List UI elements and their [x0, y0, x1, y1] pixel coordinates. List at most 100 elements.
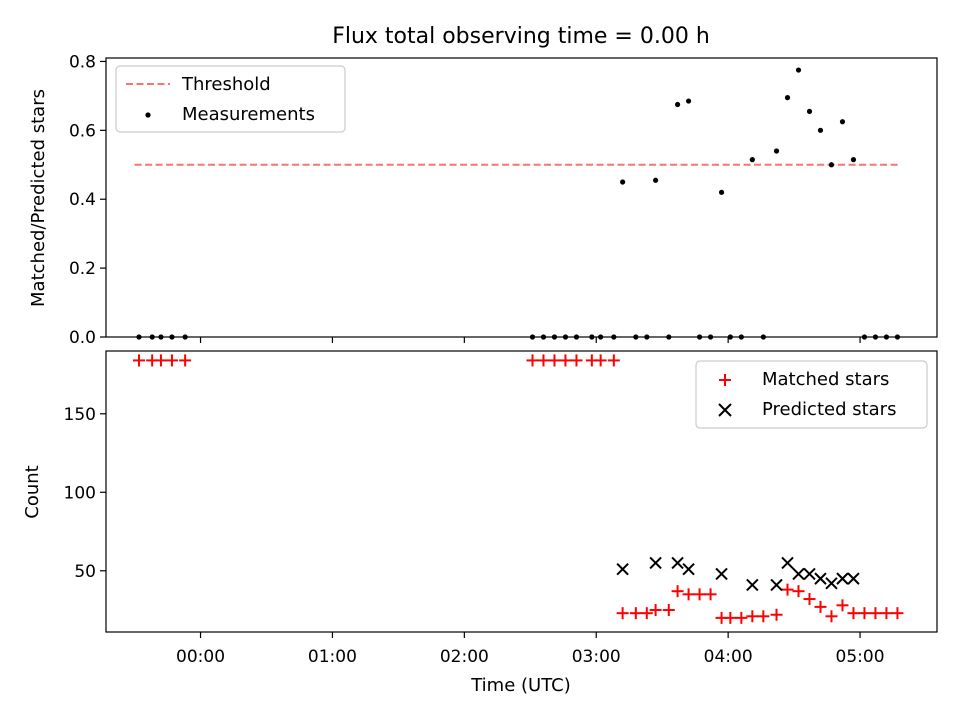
matched-star-point: [671, 585, 684, 598]
predicted-star-point: [671, 556, 684, 570]
x-tick-label: 03:00: [572, 647, 621, 667]
matched-star-point: [640, 607, 653, 620]
measurement-point: [573, 334, 580, 340]
measurement-point: [727, 334, 733, 340]
measurement-point: [136, 334, 142, 340]
matched-star-point: [757, 610, 770, 623]
matched-star-point: [847, 607, 860, 620]
top-y-axis-label: Matched/Predicted stars: [28, 89, 49, 307]
measurement-point: [795, 67, 802, 73]
matched-star-point: [735, 611, 748, 624]
predicted-stars-layer: [616, 556, 860, 592]
measurement-point: [894, 334, 901, 340]
matched-star-point: [662, 604, 675, 617]
matched-star-point: [179, 354, 192, 367]
top-y-tick-label: 0.2: [69, 259, 96, 279]
bottom-y-tick-label: 100: [64, 483, 96, 503]
measurement-point: [653, 177, 659, 183]
matched-star-point: [693, 588, 706, 601]
measurement-point: [158, 334, 164, 340]
measurement-point: [760, 334, 766, 340]
measurement-point: [696, 334, 703, 340]
measurement-point: [540, 334, 547, 340]
top-y-tick-label: 0.0: [69, 328, 96, 348]
chart-title: Flux total observing time = 0.00 h: [332, 24, 710, 49]
bottom-x-ticks: 00:00 01:00 02:00 03:00 04:00 05:00: [176, 632, 885, 667]
legend-predicted-swatch: [718, 403, 732, 417]
predicted-star-point: [847, 572, 860, 585]
measurement-point: [839, 119, 846, 125]
measurement-point: [611, 334, 617, 340]
matched-star-point: [792, 585, 805, 598]
bottom-y-tick-label: 150: [64, 405, 96, 425]
matched-star-point: [869, 607, 882, 620]
measurement-point: [149, 334, 155, 340]
x-tick-label: 04:00: [704, 647, 753, 667]
top-y-tick-label: 0.4: [69, 190, 96, 210]
matched-star-point: [746, 610, 759, 623]
bottom-legend: Matched stars Predicted stars: [695, 360, 928, 429]
matched-star-point: [559, 354, 572, 367]
predicted-star-point: [649, 556, 662, 570]
matched-star-point: [704, 588, 717, 601]
matched-star-point: [616, 607, 629, 620]
legend-threshold-label: Threshold: [181, 74, 271, 95]
matched-star-point: [880, 607, 893, 620]
bottom-y-ticks: 50 100 150: [64, 405, 106, 582]
measurement-point: [784, 95, 791, 101]
matched-star-point: [770, 608, 783, 621]
matched-star-point: [781, 583, 794, 596]
legend-matched-swatch: [719, 374, 731, 386]
matched-star-point: [537, 354, 550, 367]
predicted-star-point: [814, 572, 827, 585]
predicted-star-point: [746, 578, 759, 592]
measurement-point: [738, 334, 744, 340]
bottom-y-tick-label: 50: [74, 562, 96, 582]
measurement-point: [620, 179, 626, 185]
measurement-point: [850, 157, 857, 163]
legend-measurements-label: Measurements: [182, 104, 315, 125]
legend-matched-label: Matched stars: [762, 369, 889, 390]
measurement-point: [817, 127, 824, 133]
matched-star-point: [649, 604, 662, 617]
predicted-star-point: [682, 562, 695, 576]
measurement-point: [749, 157, 755, 163]
matched-star-point: [814, 600, 827, 613]
measurement-point: [182, 334, 188, 340]
matched-star-point: [825, 610, 838, 623]
matched-star-point: [132, 354, 145, 367]
matched-star-point: [548, 354, 561, 367]
predicted-star-point: [803, 567, 816, 581]
measurement-point: [674, 101, 681, 108]
x-tick-label: 01:00: [308, 647, 357, 667]
matched-star-point: [629, 607, 642, 620]
measurement-point: [169, 334, 175, 340]
matched-star-point: [607, 354, 620, 367]
top-x-ticks: [199, 337, 861, 343]
matched-star-point: [836, 599, 849, 612]
measurement-point: [872, 334, 879, 340]
predicted-star-point: [770, 578, 783, 592]
top-legend: Threshold Measurements: [115, 65, 346, 133]
legend-measurements-swatch: [145, 112, 151, 118]
measurement-point: [589, 334, 595, 340]
matched-star-point: [803, 593, 816, 606]
predicted-star-point: [836, 572, 849, 585]
measurement-point: [707, 334, 714, 340]
measurement-point: [598, 334, 604, 340]
matched-star-point: [165, 354, 178, 367]
top-panel: 0.00.20.40.60.8 Matched/Predicted stars …: [28, 52, 938, 348]
x-tick-label: 00:00: [176, 647, 225, 667]
measurement-point: [883, 334, 890, 340]
bottom-axes-frame: [105, 350, 938, 633]
matched-star-point: [594, 354, 607, 367]
measurement-point: [644, 334, 650, 340]
measurement-point: [529, 334, 536, 340]
bottom-y-axis-label: Count: [22, 465, 43, 518]
measurement-point: [806, 108, 813, 114]
measurement-point: [773, 148, 780, 154]
predicted-star-point: [715, 567, 728, 581]
top-y-tick-label: 0.6: [69, 121, 96, 141]
